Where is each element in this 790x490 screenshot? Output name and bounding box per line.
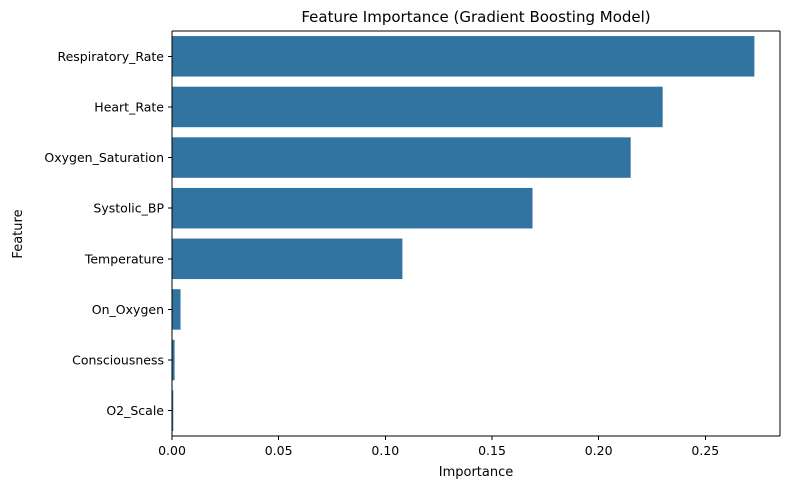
x-tick-label: 0.20: [585, 443, 613, 458]
bar-group: [172, 36, 755, 431]
y-axis-ticks: Respiratory_Rate Heart_Rate Oxygen_Saturat…: [44, 49, 172, 418]
x-tick-label: 0.15: [478, 443, 506, 458]
x-axis-label: Importance: [439, 465, 514, 480]
bar-heart-rate: [172, 86, 663, 128]
bar-on-oxygen: [172, 289, 181, 330]
y-tick-label: O2_Scale: [106, 403, 164, 418]
y-tick-label: Temperature: [84, 251, 164, 266]
x-tick-label: 0.05: [265, 443, 293, 458]
x-tick-label: 0.10: [371, 443, 399, 458]
y-tick-label: Systolic_BP: [93, 201, 164, 216]
bar-temperature: [172, 238, 403, 280]
bar-oxygen-saturation: [172, 137, 631, 178]
y-tick-label: On_Oxygen: [92, 302, 164, 317]
chart-title: Feature Importance (Gradient Boosting Mo…: [301, 8, 650, 26]
bar-consciousness: [172, 339, 175, 381]
x-axis-ticks: 0.00 0.05 0.10 0.15 0.20 0.25: [158, 436, 719, 458]
x-tick-label: 0.25: [691, 443, 719, 458]
y-axis-label: Feature: [11, 209, 26, 258]
y-tick-label: Respiratory_Rate: [57, 49, 164, 64]
bar-respiratory-rate: [172, 36, 755, 77]
x-tick-label: 0.00: [158, 443, 186, 458]
bar-systolic-bp: [172, 187, 533, 229]
bar-o2-scale: [172, 390, 174, 431]
y-tick-label: Consciousness: [72, 353, 164, 368]
y-tick-label: Oxygen_Saturation: [44, 150, 164, 165]
y-tick-label: Heart_Rate: [94, 99, 164, 114]
